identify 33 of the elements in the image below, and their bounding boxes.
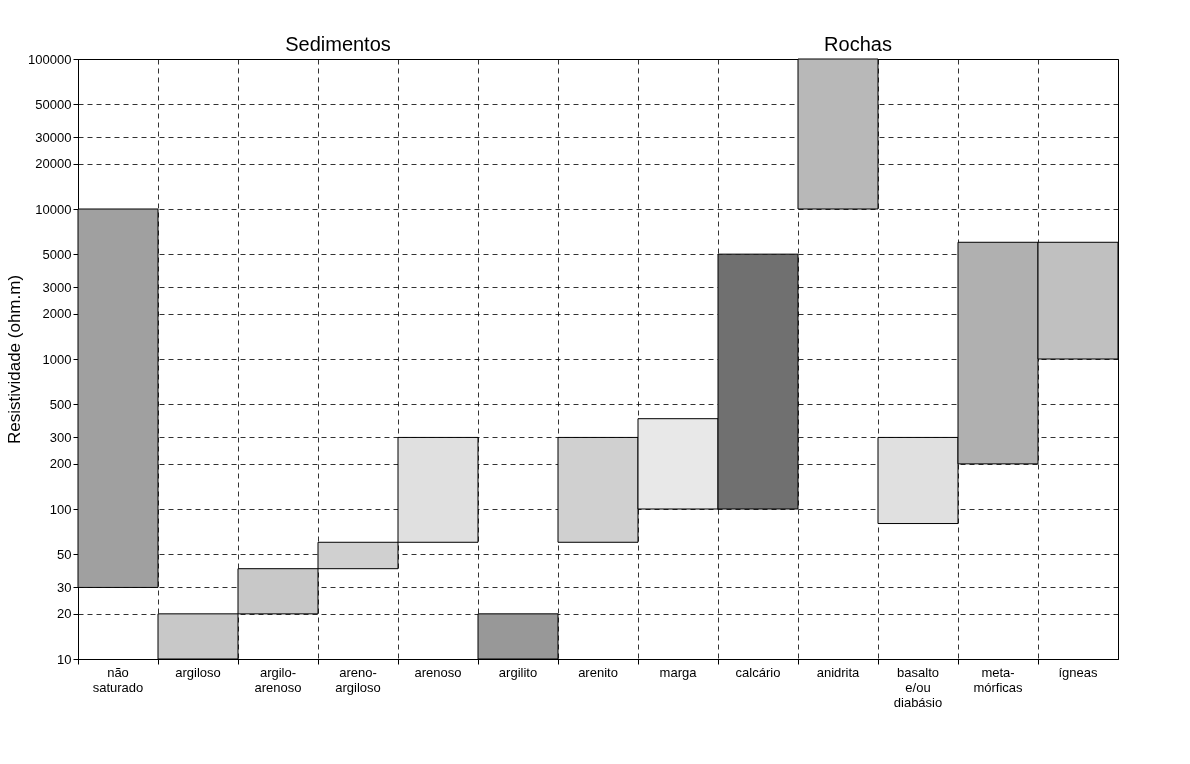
x-tick-label: argilo-arenoso: [254, 664, 302, 695]
y-tick-label: 200: [49, 456, 72, 472]
y-tick-label: 1000: [42, 351, 72, 367]
x-tick-label: anidrita: [816, 664, 861, 680]
y-tick-label: 100000: [28, 51, 72, 67]
x-tick-label: ígneas: [1058, 664, 1099, 680]
y-tick-label: 30: [57, 579, 72, 595]
y-tick-label: 5000: [42, 246, 72, 262]
y-tick-label: 50: [57, 546, 72, 562]
x-tick-label: calcário: [735, 664, 781, 680]
y-axis-title: Resistividade (ohm.m): [5, 274, 25, 445]
x-tick-label: meta-mórficas: [973, 664, 1024, 695]
x-tick-label: arenoso: [414, 664, 462, 680]
y-tick-label: 300: [49, 429, 72, 445]
text: Rochas: [824, 33, 892, 55]
y-tick-label: 30000: [35, 129, 72, 145]
x-tick-label: arenito: [578, 664, 618, 680]
x-tick-label: areno-argiloso: [335, 664, 381, 695]
x-tick-label: marga: [659, 664, 698, 680]
text: Sedimentos: [285, 33, 391, 55]
y-tick-label: 500: [49, 396, 72, 412]
y-tick-label: 2000: [42, 306, 72, 322]
y-tick-label: 10: [57, 651, 72, 667]
x-tick-label: não saturado: [92, 664, 144, 695]
x-tick-label: basalto e/ou diabásio: [893, 664, 943, 710]
y-tick-label: 20: [57, 606, 72, 622]
y-tick-label: 10000: [35, 201, 72, 217]
y-tick-label: 20000: [35, 156, 72, 172]
y-tick-label: 100: [49, 501, 72, 517]
y-tick-label: 3000: [42, 279, 72, 295]
y-tick-label: 50000: [35, 96, 72, 112]
x-tick-label: argilito: [498, 664, 538, 680]
x-tick-label: argiloso: [175, 664, 221, 680]
